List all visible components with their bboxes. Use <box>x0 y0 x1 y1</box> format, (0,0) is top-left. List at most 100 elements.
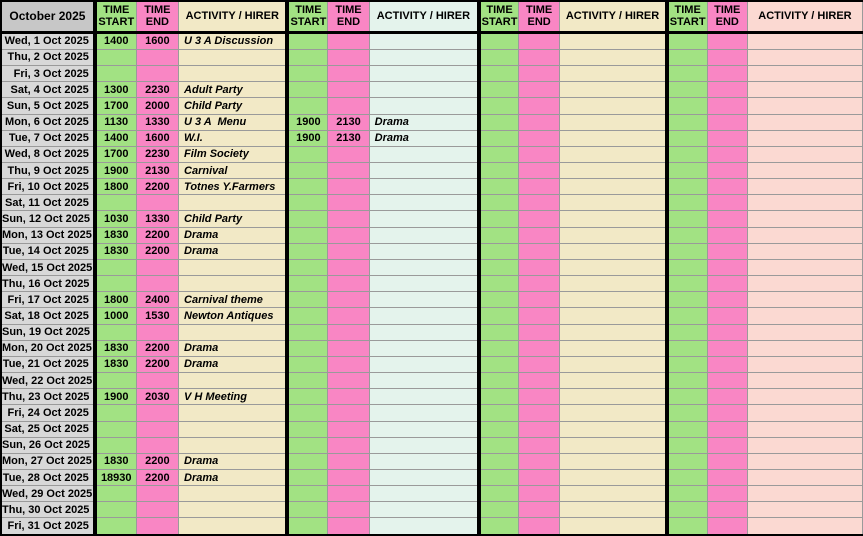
time-end-cell <box>327 48 370 67</box>
date-cell: Sat, 4 Oct 2025 <box>0 81 96 99</box>
activity-cell <box>178 501 288 519</box>
time-end-cell <box>327 31 370 50</box>
time-start-cell <box>92 323 137 341</box>
activity-cell <box>178 48 288 67</box>
date-cell: Mon, 6 Oct 2025 <box>0 113 96 131</box>
time-start-cell <box>664 517 708 536</box>
time-start-cell <box>477 339 519 357</box>
time-start-cell <box>477 145 519 164</box>
time-start-cell <box>477 129 519 147</box>
time-end-cell: 2230 <box>135 81 180 99</box>
time-start-cell <box>285 145 329 164</box>
time-start-cell <box>285 517 329 536</box>
time-start-cell <box>92 194 137 212</box>
activity-cell <box>746 323 863 341</box>
time-end-cell <box>706 178 748 196</box>
activity-cell <box>559 178 668 196</box>
time-end-cell: 2200 <box>135 339 180 357</box>
activity-cell <box>559 452 668 470</box>
time-end-cell <box>135 258 180 277</box>
time-start-cell: 1700 <box>92 97 137 115</box>
time-start-cell <box>477 323 519 341</box>
activity-cell <box>559 242 668 260</box>
time-start-cell <box>285 258 329 277</box>
time-end-cell: 1600 <box>135 31 180 50</box>
time-end-cell <box>706 194 748 212</box>
time-start-cell <box>477 81 519 99</box>
time-start-cell <box>477 355 519 374</box>
activity-cell <box>368 468 480 487</box>
col-header-time-start-1: TIME START <box>92 0 137 34</box>
activity-cell <box>746 48 863 67</box>
activity-cell <box>746 436 863 454</box>
time-start-cell <box>477 161 519 180</box>
time-end-cell <box>135 194 180 212</box>
activity-cell <box>559 323 668 341</box>
table-body: Wed, 1 Oct 2025 1400 1600 U 3 A Discussion T… <box>0 31 863 536</box>
time-start-cell <box>664 404 708 422</box>
time-end-cell: 2130 <box>327 129 370 147</box>
time-start-cell <box>285 194 329 212</box>
time-start-cell <box>285 372 329 390</box>
time-start-cell <box>477 65 519 83</box>
date-cell: Fri, 10 Oct 2025 <box>0 178 96 196</box>
activity-cell <box>746 31 863 50</box>
time-start-cell <box>664 161 708 180</box>
time-end-cell: 2130 <box>135 161 180 180</box>
activity-cell: Child Party <box>178 210 288 228</box>
activity-cell <box>559 307 668 325</box>
date-cell: Fri, 31 Oct 2025 <box>0 517 96 536</box>
time-start-cell <box>285 48 329 67</box>
activity-cell <box>368 65 480 83</box>
time-start-cell <box>477 291 519 309</box>
col-header-time-end-1: TIME END <box>135 0 180 34</box>
time-end-cell <box>327 258 370 277</box>
time-end-cell <box>135 517 180 536</box>
activity-cell <box>746 81 863 99</box>
activity-cell <box>559 194 668 212</box>
time-start-cell <box>477 97 519 115</box>
time-start-cell <box>285 501 329 519</box>
time-end-cell <box>135 436 180 454</box>
time-start-cell: 1300 <box>92 81 137 99</box>
activity-cell: Drama <box>368 129 480 147</box>
time-start-cell <box>477 258 519 277</box>
time-start-cell <box>664 178 708 196</box>
date-cell: Tue, 21 Oct 2025 <box>0 355 96 374</box>
booking-row: Fri, 17 Oct 2025 1800 2400 Carnival theme <box>0 291 863 309</box>
table-header: October 2025 TIME START TIME END ACTIVIT… <box>0 0 863 34</box>
booking-row: Tue, 21 Oct 2025 1830 2200 Drama <box>0 355 863 374</box>
date-cell: Sat, 11 Oct 2025 <box>0 194 96 212</box>
activity-cell <box>559 81 668 99</box>
time-end-cell <box>517 388 561 406</box>
time-start-cell: 1830 <box>92 339 137 357</box>
time-end-cell <box>327 275 370 293</box>
activity-cell <box>178 372 288 390</box>
time-end-cell: 2200 <box>135 178 180 196</box>
activity-cell <box>746 501 863 519</box>
time-end-cell <box>517 242 561 260</box>
activity-cell <box>368 178 480 196</box>
time-start-cell: 1030 <box>92 210 137 228</box>
time-start-cell <box>664 372 708 390</box>
time-end-cell: 2130 <box>327 113 370 131</box>
time-start-cell <box>477 194 519 212</box>
activity-cell <box>368 210 480 228</box>
time-end-cell <box>517 210 561 228</box>
time-end-cell: 1330 <box>135 210 180 228</box>
activity-cell: Drama <box>368 113 480 131</box>
time-start-cell <box>285 323 329 341</box>
activity-cell <box>746 404 863 422</box>
time-start-cell <box>285 242 329 260</box>
time-end-cell <box>327 452 370 470</box>
time-start-cell <box>92 48 137 67</box>
activity-cell <box>559 258 668 277</box>
date-cell: Tue, 28 Oct 2025 <box>0 468 96 487</box>
time-end-cell: 2200 <box>135 468 180 487</box>
activity-cell <box>178 420 288 438</box>
time-end-cell: 2400 <box>135 291 180 309</box>
time-end-cell <box>517 258 561 277</box>
activity-cell <box>746 226 863 244</box>
